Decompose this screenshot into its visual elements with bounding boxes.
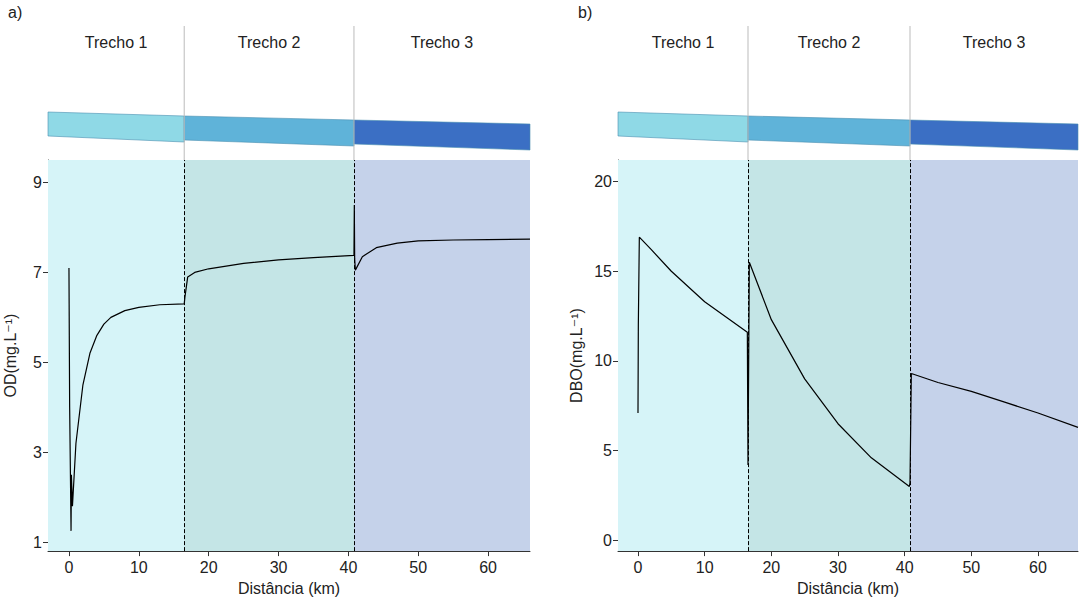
svg-text:50: 50 [409,559,427,576]
svg-text:0: 0 [65,559,74,576]
svg-text:10: 10 [594,352,612,369]
svg-text:b): b) [578,4,592,21]
svg-text:0: 0 [634,559,643,576]
svg-text:15: 15 [594,263,612,280]
svg-text:5: 5 [603,442,612,459]
svg-text:20: 20 [762,559,780,576]
svg-text:50: 50 [962,559,980,576]
svg-text:30: 30 [270,559,288,576]
svg-text:OD(mg.L⁻¹): OD(mg.L⁻¹) [2,314,19,398]
svg-text:20: 20 [200,559,218,576]
svg-text:60: 60 [1029,559,1047,576]
svg-text:Trecho 1: Trecho 1 [85,34,148,51]
svg-text:9: 9 [33,174,42,191]
svg-text:Trecho 1: Trecho 1 [652,34,715,51]
svg-text:Distância (km): Distância (km) [797,580,899,597]
svg-text:20: 20 [594,173,612,190]
svg-text:40: 40 [896,559,914,576]
svg-text:1: 1 [33,534,42,551]
svg-text:10: 10 [130,559,148,576]
svg-text:60: 60 [479,559,497,576]
svg-text:Trecho 2: Trecho 2 [798,34,861,51]
svg-text:0: 0 [603,532,612,549]
svg-text:40: 40 [339,559,357,576]
svg-text:7: 7 [33,264,42,281]
svg-text:Trecho 3: Trecho 3 [963,34,1026,51]
svg-text:5: 5 [33,354,42,371]
svg-text:Trecho 2: Trecho 2 [238,34,301,51]
svg-text:a): a) [8,4,22,21]
svg-text:Trecho 3: Trecho 3 [411,34,474,51]
svg-text:10: 10 [696,559,714,576]
svg-text:3: 3 [33,444,42,461]
svg-text:DBO(mg.L⁻¹): DBO(mg.L⁻¹) [568,308,585,403]
svg-text:30: 30 [829,559,847,576]
svg-text:Distância (km): Distância (km) [238,580,340,597]
